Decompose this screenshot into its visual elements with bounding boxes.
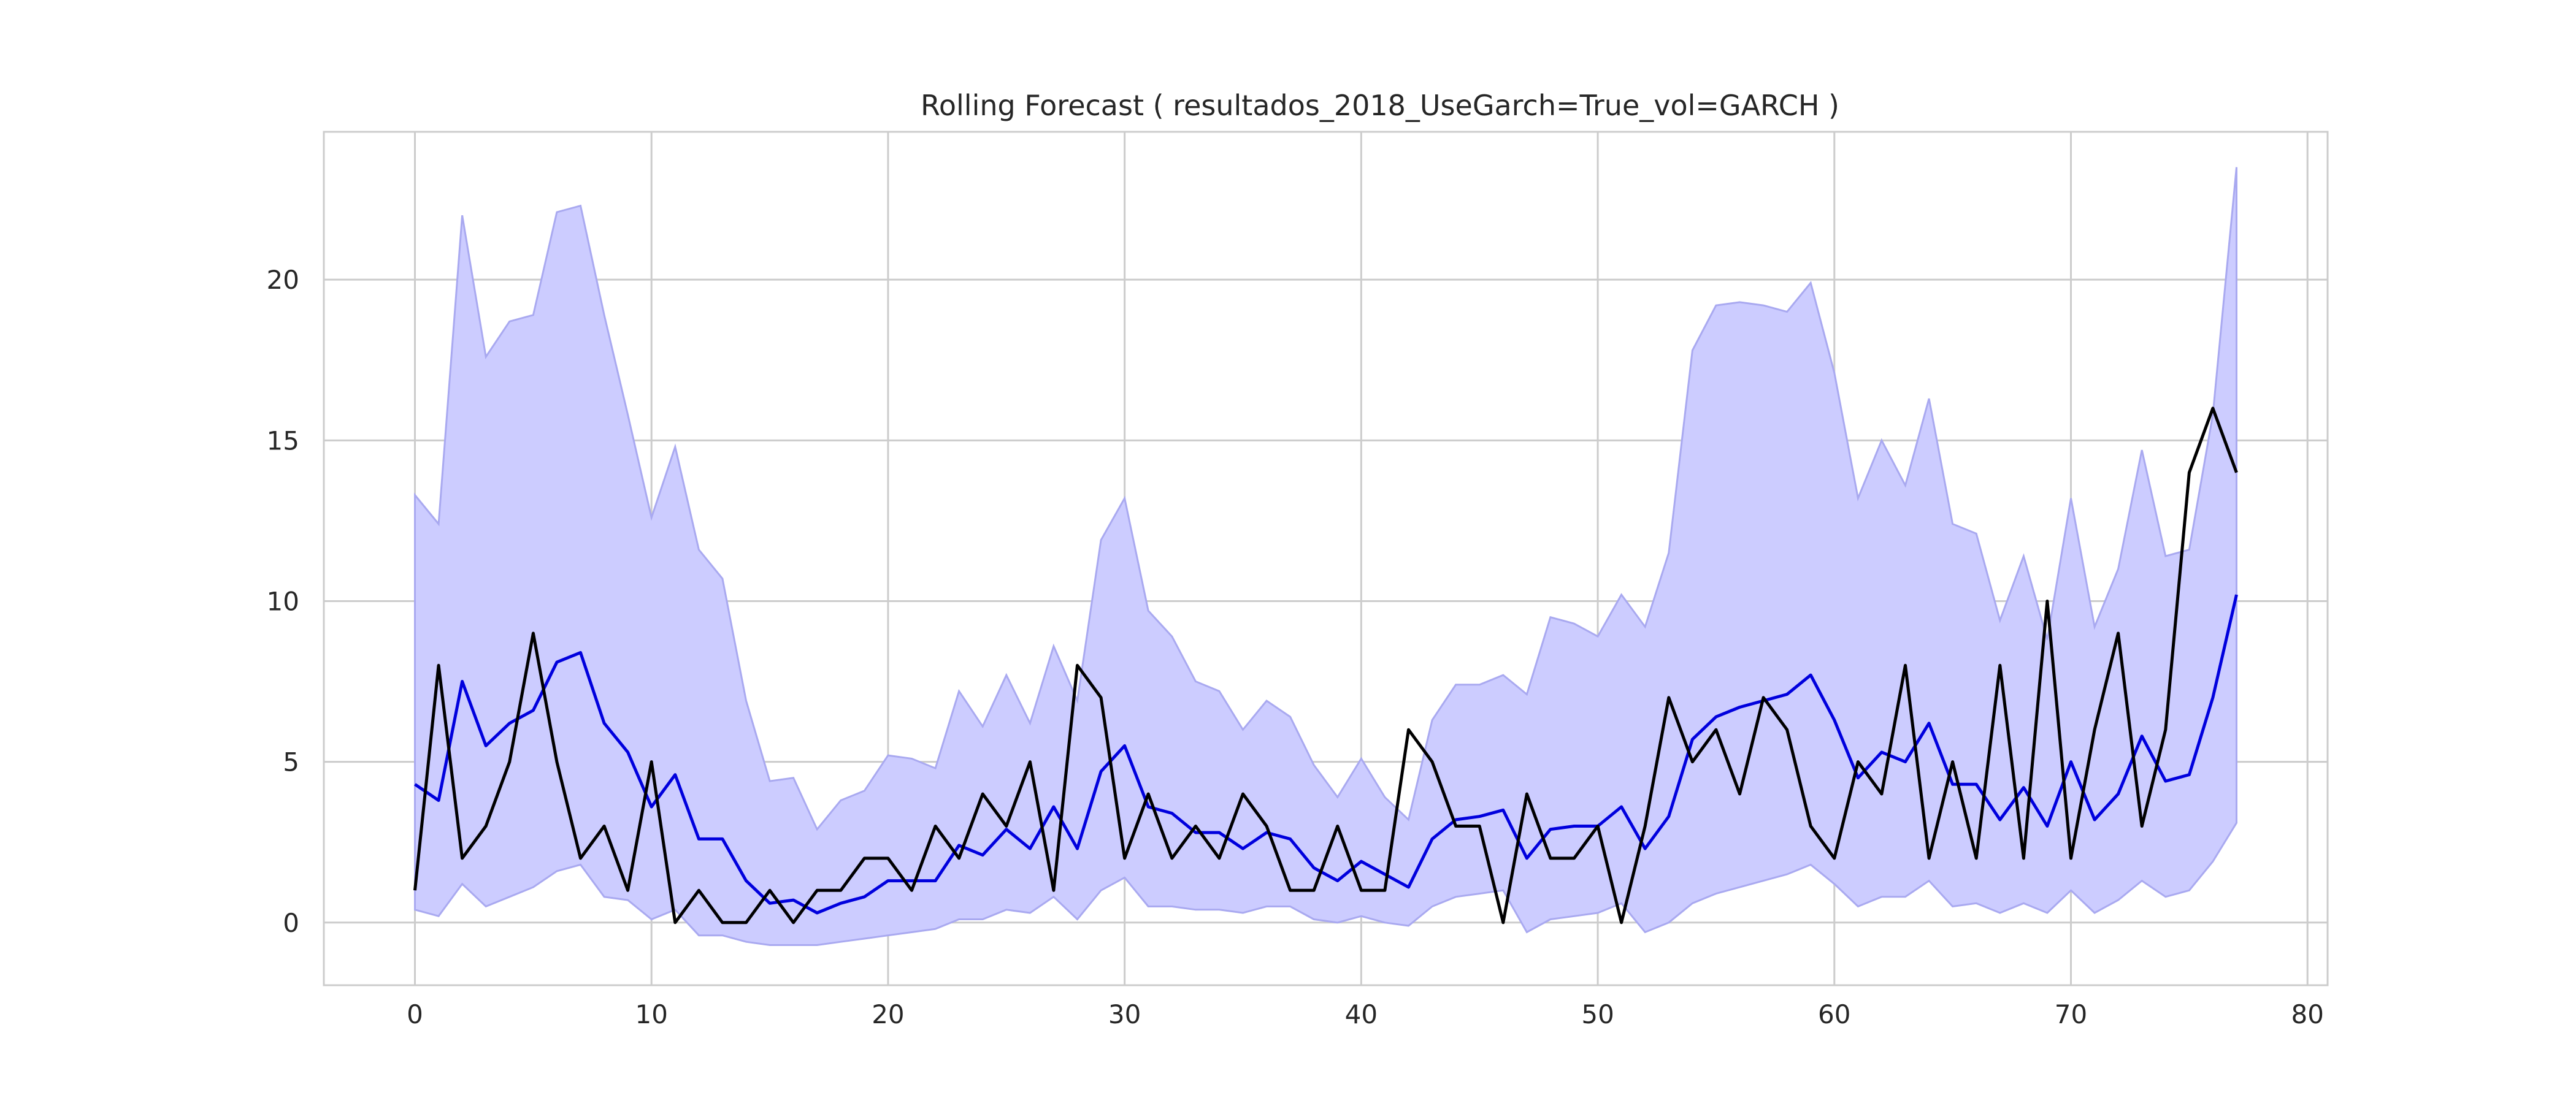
x-tick-label: 0	[407, 999, 423, 1029]
x-tick-label: 20	[872, 999, 904, 1029]
y-tick-label: 20	[267, 265, 299, 295]
x-tick-label: 70	[2055, 999, 2087, 1029]
x-tick-label: 30	[1108, 999, 1141, 1029]
series-lines	[413, 406, 2238, 925]
series-line-1	[414, 594, 2238, 915]
series-line-2	[413, 406, 2238, 925]
chart-title: Rolling Forecast ( resultados_2018_UseGa…	[921, 89, 1839, 122]
confidence-band-area	[414, 167, 2237, 946]
y-tick-label: 10	[267, 586, 299, 616]
x-tick-label: 60	[1818, 999, 1850, 1029]
y-tick-label: 5	[283, 747, 299, 777]
x-tick-label: 10	[635, 999, 667, 1029]
x-tick-label: 40	[1345, 999, 1378, 1029]
y-axis-ticks: 0 5 10 15 20	[267, 265, 299, 938]
plot-area-frame	[323, 131, 2329, 986]
x-tick-label: 50	[1581, 999, 1614, 1029]
x-tick-label: 80	[2291, 999, 2323, 1029]
y-tick-label: 15	[267, 425, 299, 456]
confidence-band	[414, 167, 2237, 946]
x-axis-ticks: 0 10 20 30 40 50 60 70 80	[407, 999, 2324, 1029]
y-tick-label: 0	[283, 908, 299, 938]
